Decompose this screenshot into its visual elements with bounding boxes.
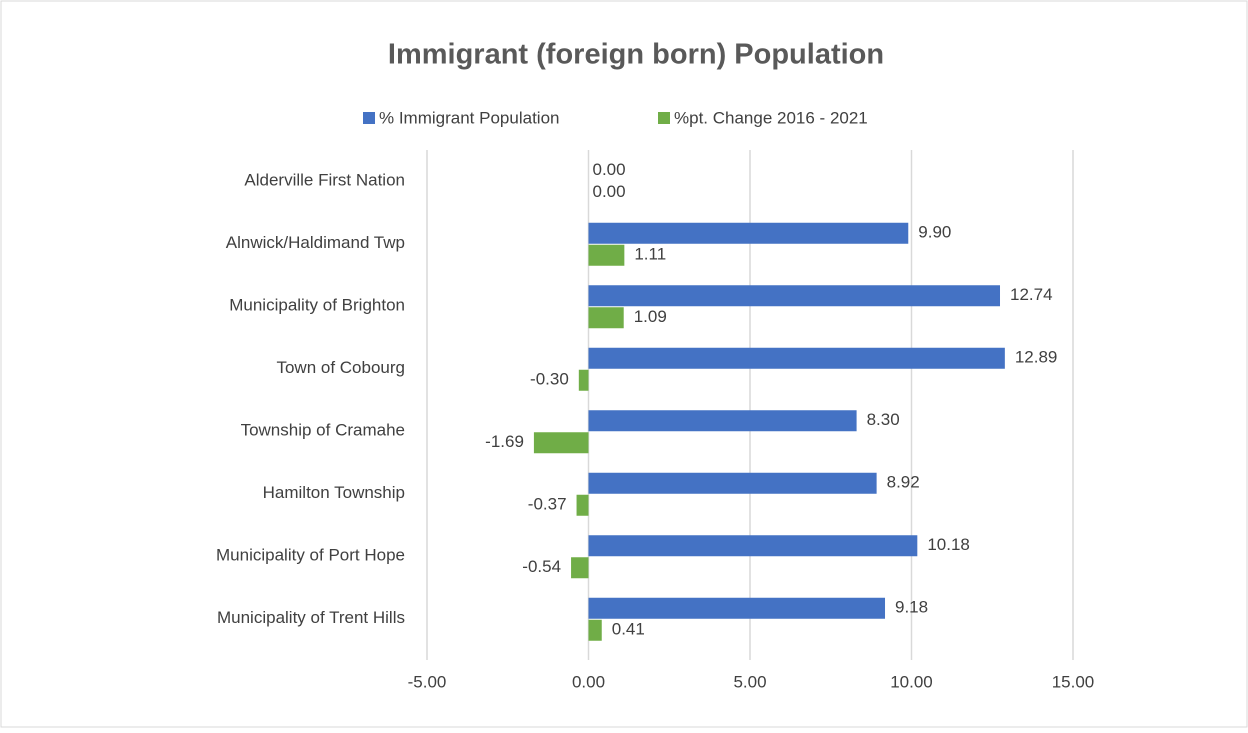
data-label: 1.09 [634,307,667,326]
data-label: -0.37 [528,495,567,514]
legend-swatch [658,112,670,124]
bar [588,619,602,641]
chart-title: Immigrant (foreign born) Population [388,39,884,71]
y-tick-label: Town of Cobourg [276,358,405,377]
data-label: 12.74 [1010,285,1053,304]
bar [588,472,877,494]
bar [588,347,1005,369]
legend-label: %pt. Change 2016 - 2021 [674,108,868,127]
bar [578,369,589,391]
y-tick-label: Alderville First Nation [244,171,405,190]
x-tick-label: -5.00 [408,672,447,691]
y-tick-label: Hamilton Township [263,483,405,502]
data-label: 10.18 [927,535,970,554]
data-label: 0.41 [612,620,645,639]
x-tick-label: 0.00 [572,672,605,691]
y-tick-label: Alnwick/Haldimand Twp [226,233,405,252]
bar [588,597,886,619]
bar [533,432,589,454]
y-tick-label: Municipality of Trent Hills [217,608,405,627]
bar [588,307,624,329]
bar [588,410,857,432]
data-label: -0.54 [522,557,561,576]
x-tick-label: 10.00 [890,672,933,691]
x-tick-label: 15.00 [1052,672,1095,691]
bar [588,535,918,557]
bar [571,557,589,579]
legend-swatch [363,112,375,124]
y-tick-label: Township of Cramahe [241,421,405,440]
bar [588,222,909,244]
legend-label: % Immigrant Population [379,108,559,127]
data-label: 8.30 [867,410,900,429]
data-label: 9.90 [918,223,951,242]
data-label: 12.89 [1015,348,1058,367]
y-tick-label: Municipality of Port Hope [216,546,405,565]
bar [588,285,1001,307]
x-tick-label: 5.00 [733,672,766,691]
data-label: 0.00 [593,160,626,179]
data-label: 8.92 [887,473,920,492]
data-label: 0.00 [593,182,626,201]
data-label: 1.11 [634,245,666,264]
bar [588,244,625,266]
data-label: 9.18 [895,598,928,617]
bar [576,494,589,516]
data-label: -1.69 [485,432,524,451]
y-tick-label: Municipality of Brighton [229,296,405,315]
data-label: -0.30 [530,370,569,389]
